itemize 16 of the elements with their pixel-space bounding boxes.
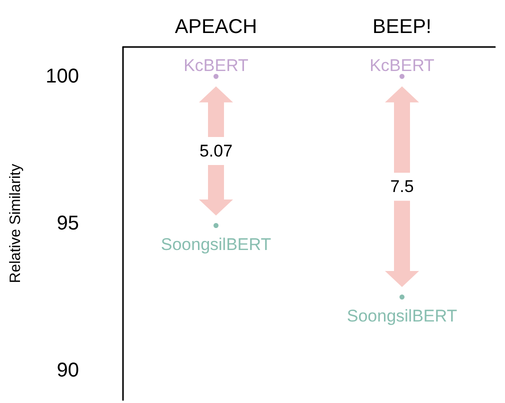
x-tick-label: BEEP! [372,16,432,38]
y-tick-label: 100 [46,65,79,88]
x-tick-label: APEACH [174,16,258,38]
point [400,294,404,300]
series-label: KcBERT [184,56,248,75]
series-label: SoongsilBERT [160,235,272,254]
annotation: 7.5 [390,177,414,196]
point [214,74,218,79]
text: KcBERT [370,56,434,75]
point [400,74,404,79]
y-axis-title: Relative Similarity [7,163,24,284]
y-tick-label: 95 [56,212,79,234]
y-tick-label: 90 [56,360,79,382]
annotation: 5.07 [199,141,233,160]
text: SoongsilBERT [346,306,458,326]
point [214,223,218,228]
